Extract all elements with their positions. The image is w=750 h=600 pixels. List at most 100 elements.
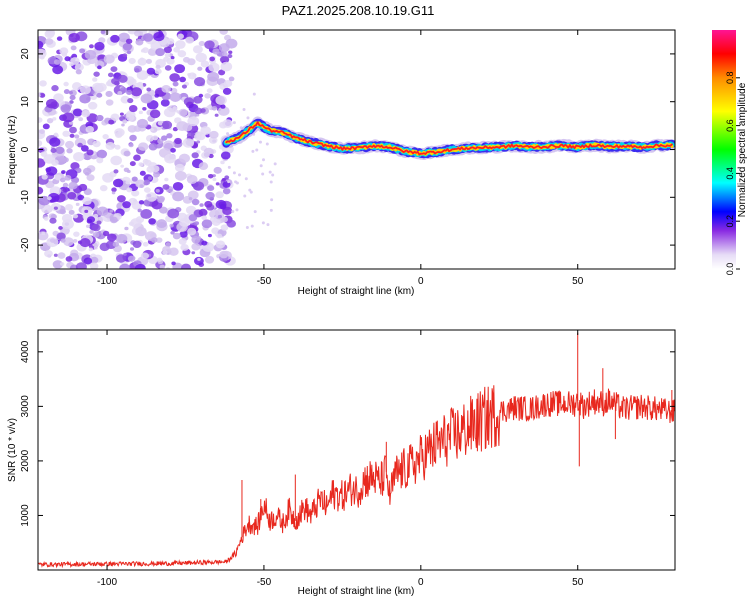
noise-blob xyxy=(96,157,104,164)
noise-blob xyxy=(52,117,57,121)
noise-blob xyxy=(97,65,102,70)
noise-blob xyxy=(215,191,224,199)
noise-blob xyxy=(166,38,175,45)
noise-blob xyxy=(41,174,48,180)
noise-blob xyxy=(59,208,66,215)
noise-blob xyxy=(222,87,232,95)
noise-blob xyxy=(228,50,233,55)
noise-blob xyxy=(225,38,238,49)
noise-blob xyxy=(120,164,125,168)
noise-blob xyxy=(69,126,77,134)
noise-blob xyxy=(91,223,101,232)
noise-blob xyxy=(129,78,137,85)
noise-blob xyxy=(68,32,80,43)
noise-blob xyxy=(192,181,205,191)
noise-blob xyxy=(224,175,230,180)
noise-blob xyxy=(60,262,65,266)
noise-blob xyxy=(79,94,91,104)
noise-blob xyxy=(66,148,73,154)
noise-blob xyxy=(38,186,44,195)
noise-blob xyxy=(201,215,207,221)
noise-blob xyxy=(150,128,154,132)
noise-blob xyxy=(111,187,117,192)
noise-blob xyxy=(53,253,58,257)
noise-blob xyxy=(110,113,120,121)
noise-blob xyxy=(213,166,222,174)
noise-blob xyxy=(161,135,168,141)
noise-blob xyxy=(70,57,80,65)
noise-blob xyxy=(207,173,214,179)
noise-blob xyxy=(72,213,79,219)
noise-blob xyxy=(220,151,231,160)
noise-blob xyxy=(136,70,149,80)
noise-blob xyxy=(215,182,220,186)
noise-blob xyxy=(131,189,140,197)
noise-blob xyxy=(188,214,198,222)
noise-blob xyxy=(150,237,158,243)
noise-blob xyxy=(198,162,209,171)
noise-blob xyxy=(127,125,137,133)
noise-blob xyxy=(78,183,88,192)
colorbar: 0.0 0.2 0.4 0.6 0.8 Normalized spectral ampl… xyxy=(712,30,748,275)
noise-blob xyxy=(207,185,215,192)
noise-blob xyxy=(107,233,117,242)
noise-blob xyxy=(154,68,162,75)
noise-blob xyxy=(133,30,142,37)
noise-blob xyxy=(122,53,128,58)
noise-blob xyxy=(74,134,80,139)
snr-ytick-label: 2000 xyxy=(20,449,31,472)
noise-blob xyxy=(114,144,121,150)
noise-blob xyxy=(216,233,223,239)
noise-blob xyxy=(40,151,48,157)
noise-blob xyxy=(169,73,180,82)
noise-blob xyxy=(70,45,77,51)
noise-blob xyxy=(38,40,44,49)
noise-dot xyxy=(245,226,249,230)
noise-dot xyxy=(271,173,275,177)
noise-blob xyxy=(182,56,191,63)
noise-blob xyxy=(85,125,95,134)
noise-blob xyxy=(179,217,190,227)
noise-dot xyxy=(243,194,247,198)
noise-blob xyxy=(77,142,83,148)
noise-blob xyxy=(226,219,237,228)
noise-dot xyxy=(251,149,255,153)
noise-blob xyxy=(138,200,145,205)
noise-blob xyxy=(58,226,63,230)
noise-blob xyxy=(109,209,114,213)
noise-blob xyxy=(56,36,63,41)
noise-blob xyxy=(108,119,115,125)
noise-blob xyxy=(163,56,170,62)
noise-blob xyxy=(126,50,132,55)
noise-blob xyxy=(144,159,152,166)
noise-blob xyxy=(148,218,156,225)
noise-blob xyxy=(211,227,220,235)
noise-blob xyxy=(44,30,55,39)
noise-blob xyxy=(162,250,168,255)
noise-blob xyxy=(62,188,67,193)
noise-blob xyxy=(80,145,89,152)
noise-blob xyxy=(60,238,66,243)
noise-blob xyxy=(68,181,78,190)
noise-dot xyxy=(270,198,274,202)
snr-frame xyxy=(37,329,676,571)
noise-blob xyxy=(157,197,165,204)
noise-blob xyxy=(107,72,114,78)
noise-blob xyxy=(163,46,172,54)
noise-blob xyxy=(79,48,86,54)
spectrogram-xtick-label: 0 xyxy=(418,276,424,287)
spectrogram-ytick-label: 10 xyxy=(20,96,31,108)
noise-blob xyxy=(215,240,226,249)
noise-blob xyxy=(186,174,198,184)
noise-blob xyxy=(75,202,80,206)
noise-blob xyxy=(59,177,66,183)
noise-blob xyxy=(92,232,100,238)
noise-blob xyxy=(86,113,98,123)
noise-blob xyxy=(140,49,145,53)
noise-blob xyxy=(149,109,161,119)
noise-blob xyxy=(77,194,85,201)
noise-blob xyxy=(193,76,206,87)
noise-dot xyxy=(232,171,236,175)
noise-blob xyxy=(161,85,171,93)
